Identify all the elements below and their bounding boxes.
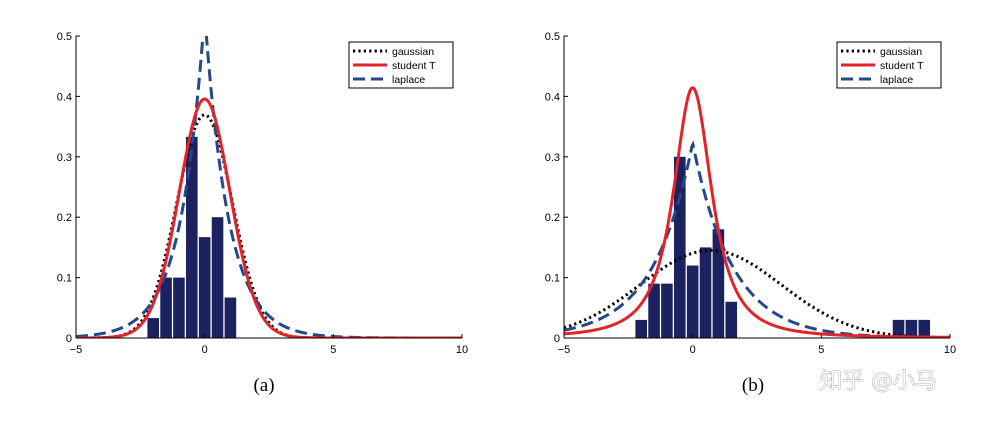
histogram [147,136,237,338]
x-tick-label: 5 [818,344,824,356]
x-tick-label: 5 [330,344,336,356]
legend-label: laplace [392,74,425,86]
x-tick-label: 10 [456,344,468,356]
watermark: 知乎 @小马 [820,369,937,394]
histogram-bar [186,136,198,338]
histogram-bar [686,265,699,338]
histogram-bar [198,237,211,338]
histogram-bar [725,301,738,338]
legend-label: gaussian [392,46,434,58]
y-tick-label: 0.1 [57,273,72,285]
y-tick-label: 0 [66,333,72,345]
y-tick-label: 0.5 [57,31,72,43]
histogram-bar [712,229,725,338]
x-tick-label: −5 [558,344,571,356]
legend-label: student T [880,60,924,72]
y-tick-label: 0.3 [57,152,72,164]
legend: gaussian student T laplace [836,41,942,89]
legend-label: student T [392,60,436,72]
histogram-bar [892,319,905,338]
panel-a-caption: (a) [253,375,274,396]
histogram-bar [674,156,686,338]
y-tick-label: 0.1 [545,273,560,285]
y-tick-label: 0.2 [545,212,560,224]
histogram-bar [211,217,224,338]
series-gaussian-line [76,113,462,338]
x-tick-label: 10 [944,344,956,356]
histogram-bar [918,319,931,338]
histogram-bar [224,297,237,338]
histogram [635,156,931,338]
series-laplace-line [564,140,950,338]
series-student-t-line [564,86,950,338]
series-gaussian-line [564,248,950,338]
histogram-bar [648,283,660,338]
histogram-bar [635,319,647,338]
y-tick-label: 0.3 [545,152,560,164]
series-laplace-line [76,36,462,338]
x-tick-label: 0 [690,344,696,356]
panel-b-caption: (b) [742,375,764,396]
y-tick-label: 0.4 [545,91,560,103]
histogram-bar [905,319,918,338]
y-tick-label: 0.5 [545,31,560,43]
y-tick-label: 0.2 [57,212,72,224]
legend: gaussian student T laplace [348,41,454,89]
legend-label: laplace [880,74,913,86]
histogram-bar [699,247,712,338]
x-tick-label: −5 [70,344,83,356]
histogram-bar [173,277,185,338]
x-tick-label: 0 [202,344,208,356]
histogram-bar [160,277,172,338]
legend-label: gaussian [880,46,922,58]
histogram-bar [147,318,159,338]
y-tick-label: 0.4 [57,91,72,103]
series-student-t-line [76,97,462,338]
y-tick-label: 0 [554,333,560,345]
histogram-bar [661,283,673,338]
